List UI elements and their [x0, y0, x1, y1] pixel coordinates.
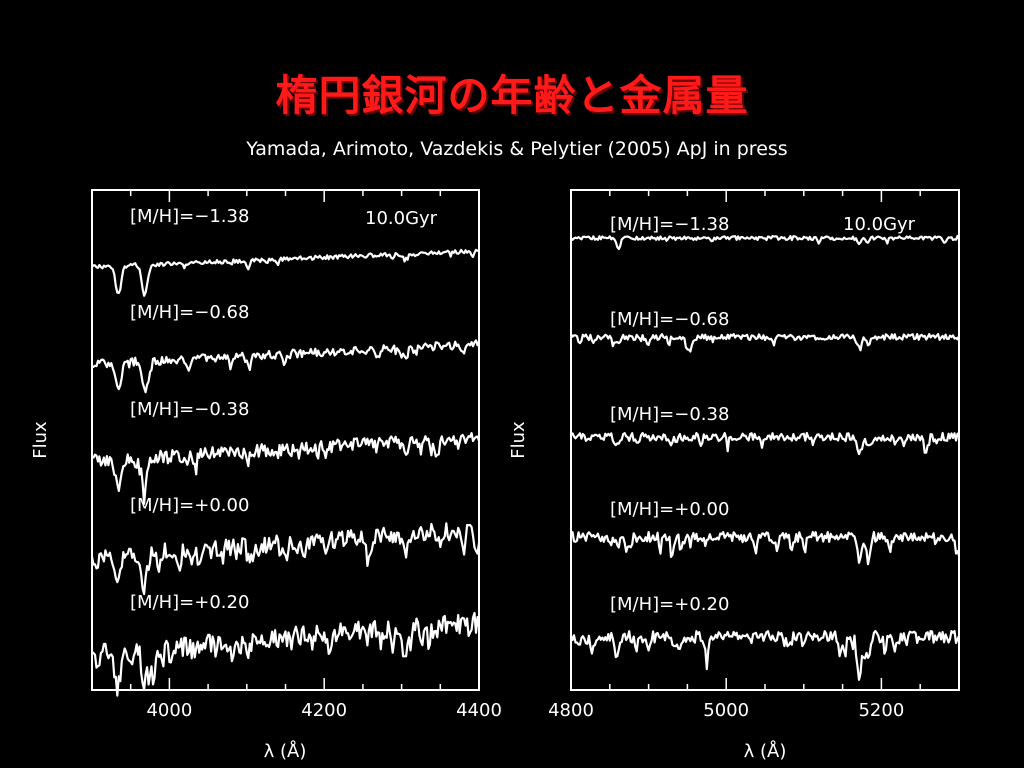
x-tick-label: 4200 — [301, 700, 347, 721]
spectrum-line — [91, 339, 481, 394]
spectrum-line — [91, 432, 481, 505]
series-label: [M/H]=+0.00 — [610, 499, 729, 520]
series-label: [M/H]=−0.68 — [610, 309, 729, 330]
spectrum-line — [90, 522, 481, 596]
spectrum-line — [91, 611, 481, 697]
right-x-axis-label: λ (Å) — [744, 740, 787, 762]
series-label: [M/H]=−0.38 — [130, 399, 249, 420]
spectrum-line — [91, 248, 480, 297]
spectrum-line — [570, 234, 961, 251]
right-spectra-panel: [M/H]=−1.38 [M/H]=−0.68 [M/H]=−0.38 [M/H]=+… — [508, 189, 961, 762]
spectrum-line — [570, 530, 961, 566]
right-age-label: 10.0Gyr — [843, 214, 916, 235]
series-label: [M/H]=+0.20 — [610, 594, 729, 615]
series-label: [M/H]=+0.20 — [130, 592, 249, 613]
left-spectra-panel: [M/H]=−1.38 [M/H]=−0.68 [M/H]=−0.38 [M/H]=+… — [30, 189, 502, 762]
slide-title: 楕円銀河の年齢と金属量 — [275, 71, 749, 120]
left-x-axis-label: λ (Å) — [264, 740, 307, 762]
x-tick-label: 4400 — [456, 700, 502, 721]
spectrum-line — [570, 431, 960, 456]
series-label: [M/H]=−1.38 — [610, 214, 729, 235]
left-y-axis-label: Flux — [30, 421, 51, 459]
left-plot-frame — [91, 189, 480, 691]
series-label: [M/H]=−0.68 — [130, 302, 249, 323]
right-y-axis-label: Flux — [508, 421, 529, 459]
spectrum-line — [569, 629, 960, 681]
x-tick-label: 5000 — [703, 700, 749, 721]
series-label: [M/H]=−1.38 — [130, 206, 249, 227]
left-age-label: 10.0Gyr — [365, 208, 438, 229]
spectrum-line — [570, 333, 961, 353]
series-label: [M/H]=−0.38 — [610, 404, 729, 425]
x-tick-label: 4000 — [146, 700, 192, 721]
x-tick-label: 5200 — [858, 700, 904, 721]
x-tick-label: 4800 — [548, 700, 594, 721]
series-label: [M/H]=+0.00 — [130, 495, 249, 516]
slide-subtitle: Yamada, Arimoto, Vazdekis & Pelytier (20… — [246, 138, 788, 160]
